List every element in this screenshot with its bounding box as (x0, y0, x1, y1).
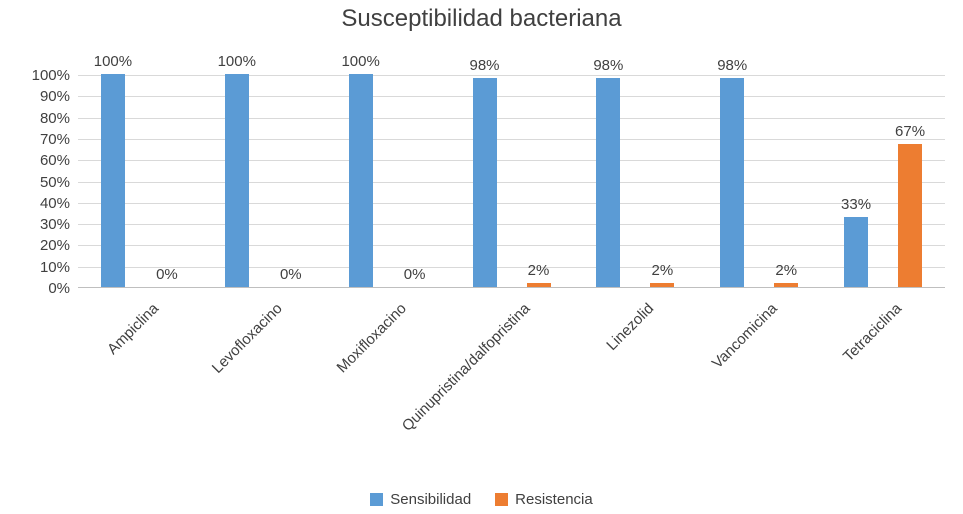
gridline (78, 224, 945, 226)
bar-sensibilidad (596, 78, 621, 287)
y-axis-tick-label: 90% (39, 88, 70, 106)
x-axis-tick-label: Quinupristina/dalfopristina (398, 300, 534, 435)
legend-item-resistencia: Resistencia (495, 491, 593, 508)
gridline (78, 138, 945, 140)
gridline (78, 160, 945, 162)
data-label: 98% (717, 57, 748, 75)
chart-title: Susceptibilidad bacteriana (341, 5, 622, 32)
gridline (78, 245, 945, 247)
legend-item-sensibilidad: Sensibilidad (370, 491, 471, 508)
bar-sensibilidad (224, 74, 249, 287)
legend-swatch-icon (495, 493, 509, 506)
bar-sensibilidad (720, 78, 745, 287)
data-label: 2% (651, 261, 674, 279)
y-axis-tick-label: 60% (39, 152, 70, 170)
legend-label: Resistencia (515, 491, 593, 508)
legend-label: Sensibilidad (390, 491, 472, 508)
bar-sensibilidad (348, 74, 373, 287)
x-axis-tick-label: Moxifloxacino (333, 300, 410, 377)
bar-sensibilidad (472, 78, 497, 287)
data-label: 0% (403, 266, 426, 283)
y-axis-tick-label: 70% (39, 130, 70, 148)
data-label: 100% (341, 53, 380, 70)
bar-resistencia (774, 282, 799, 287)
x-axis-tick-label: Linezolid (603, 300, 658, 354)
y-axis-tick-label: 80% (39, 109, 70, 127)
data-label: 98% (469, 57, 500, 75)
gridline (78, 75, 945, 76)
data-label: 98% (593, 57, 624, 75)
x-axis-tick-label: Ampiclina (103, 300, 162, 359)
y-axis-tick-label: 10% (39, 258, 70, 276)
data-label: 100% (93, 53, 133, 70)
data-label: 100% (217, 53, 256, 70)
legend: Sensibilidad Resistencia (0, 491, 963, 508)
bar-sensibilidad (844, 216, 869, 287)
gridline (78, 202, 945, 204)
data-label: 0% (279, 266, 302, 283)
gridline (78, 96, 945, 98)
bar-resistencia (526, 282, 551, 287)
y-axis: 100% 90% 80% 70% 60% 50% 40% 30% 20% 10% 0% (0, 67, 70, 297)
data-label: 33% (841, 195, 872, 213)
y-axis-tick-label: 40% (39, 194, 70, 212)
gridline (78, 266, 945, 268)
bar-resistencia (898, 144, 923, 287)
y-axis-tick-label: 100% (31, 67, 70, 84)
y-axis-tick-label: 30% (39, 216, 70, 234)
y-axis-tick-label: 0% (48, 280, 70, 297)
plot-area: 100% 0% 100% 0% 100% 0% 98% 2% 98% 2% 98% 2% 33% 67% (78, 53, 945, 288)
y-axis-tick-label: 20% (39, 237, 70, 255)
x-axis: Ampiclina Levofloxacino Moxifloxacino Quinu… (78, 300, 945, 475)
data-label: 2% (527, 261, 550, 279)
x-axis-tick-label: Levofloxacino (208, 300, 286, 377)
gridline (78, 181, 945, 183)
x-axis-tick-label: Tetraciclina (840, 300, 906, 366)
data-label: 0% (156, 266, 178, 283)
bar-sensibilidad (100, 74, 125, 287)
y-axis-tick-label: 50% (39, 173, 70, 191)
data-label: 67% (895, 123, 926, 141)
x-axis-tick-label: Vancomicina (709, 300, 782, 372)
legend-swatch-icon (370, 493, 384, 506)
gridline (78, 117, 945, 119)
data-label: 2% (775, 261, 798, 279)
bar-resistencia (650, 282, 675, 287)
